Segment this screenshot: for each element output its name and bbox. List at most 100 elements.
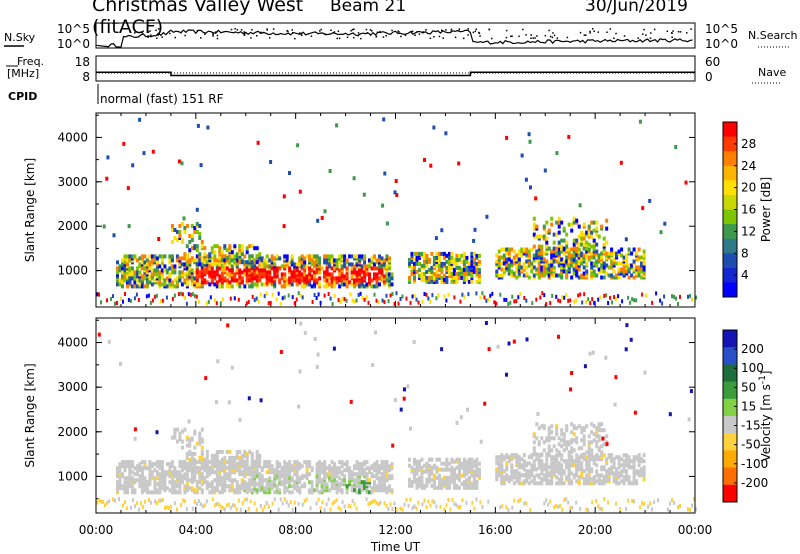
echo-cell: [500, 255, 504, 260]
colorbar-tick-label: 12: [741, 224, 756, 238]
echo-cell: [575, 463, 579, 468]
echo-cell: [240, 470, 244, 475]
echo-cell: [238, 252, 242, 257]
echo-cell: [160, 254, 164, 259]
echo-cell: [228, 260, 232, 265]
clutter-cell: [689, 293, 691, 298]
echo-cell: [582, 275, 586, 280]
echo-cell: [457, 475, 461, 480]
noise-search-point: [530, 37, 532, 39]
echo-cell: [375, 272, 379, 277]
echo-cell: [440, 467, 444, 472]
y-tick-label: 1000: [57, 469, 88, 483]
echo-cell: [330, 284, 334, 289]
echo-cell: [288, 472, 292, 477]
echo-cell: [595, 220, 599, 225]
echo-cell: [587, 232, 591, 237]
clutter-cell: [323, 293, 326, 298]
echo-cell: [215, 478, 219, 483]
sparse-cell: [279, 350, 283, 354]
heatmap-frame-border: [95, 317, 696, 514]
clutter-cell: [221, 506, 224, 510]
echo-cell: [442, 461, 446, 466]
clutter-cell: [321, 500, 324, 505]
echo-cell: [128, 480, 132, 485]
echo-cell: [258, 488, 262, 493]
echo-cell: [457, 271, 461, 276]
echo-cell: [535, 481, 539, 486]
echo-cell: [168, 266, 172, 271]
echo-cell: [163, 264, 167, 269]
echo-cell: [537, 255, 541, 260]
clutter-cell: [545, 302, 548, 307]
echo-cell: [275, 254, 279, 259]
echo-cell: [330, 466, 334, 471]
echo-cell: [630, 465, 634, 470]
clutter-cell: [401, 507, 404, 512]
clutter-cell: [173, 293, 176, 298]
echo-cell: [340, 254, 344, 259]
echo-cell: [220, 482, 224, 487]
echo-cell: [587, 255, 591, 260]
sparse-cell: [601, 436, 605, 441]
echo-cell: [570, 228, 574, 233]
echo-cell: [285, 464, 289, 469]
echo-cell: [540, 247, 544, 252]
echo-cell: [597, 481, 601, 486]
echo-cell: [605, 218, 609, 223]
echo-cell: [128, 464, 132, 469]
echo-cell: [225, 278, 229, 283]
sparse-cell: [119, 361, 123, 366]
noise-search-point: [260, 31, 262, 34]
echo-cell: [190, 488, 194, 493]
echo-cell: [180, 468, 184, 473]
echo-cell: [415, 255, 419, 260]
colorbar-tick-label: -50: [741, 438, 761, 452]
echo-cell: [308, 460, 312, 465]
echo-cell: [213, 250, 217, 255]
echo-cell: [545, 220, 549, 225]
echo-cell: [278, 278, 282, 283]
echo-cell: [175, 427, 179, 432]
echo-cell: [517, 271, 521, 276]
echo-cell: [615, 261, 619, 266]
echo-cell: [310, 480, 314, 485]
echo-cell: [233, 244, 237, 249]
echo-cell: [383, 274, 386, 279]
clutter-cell: [393, 301, 396, 306]
echo-cell: [298, 486, 302, 491]
echo-cell: [572, 459, 576, 464]
echo-cell: [378, 270, 381, 275]
clutter-cell: [435, 296, 438, 301]
clutter-cell: [377, 300, 380, 305]
sparse-cell: [126, 186, 130, 191]
clutter-cell: [331, 302, 334, 307]
echo-cell: [545, 465, 549, 470]
clutter-cell: [557, 504, 560, 509]
echo-cell: [435, 475, 439, 480]
echo-cell: [285, 258, 289, 263]
sparse-cell: [382, 117, 386, 122]
echo-cell: [208, 282, 212, 287]
echo-cell: [450, 251, 454, 256]
echo-cell: [642, 267, 646, 272]
echo-cell: [268, 278, 272, 283]
clutter-cell: [673, 294, 675, 299]
sparse-cell: [313, 337, 317, 341]
echo-cell: [557, 450, 561, 455]
echo-cell: [378, 488, 381, 493]
clutter-cell: [383, 501, 386, 505]
echo-cell: [133, 254, 137, 259]
noise-search-point: [212, 32, 214, 35]
echo-cell: [190, 246, 194, 251]
echo-cell: [126, 484, 129, 489]
colorbar-swatch: [723, 122, 737, 138]
clutter-cell: [151, 298, 154, 303]
clutter-cell: [219, 504, 222, 509]
clutter-cell: [437, 293, 440, 298]
clutter-cell: [573, 299, 576, 304]
echo-cell: [530, 479, 534, 484]
echo-cell: [605, 271, 609, 276]
echo-cell: [178, 488, 182, 493]
noise-search-point: [266, 29, 268, 31]
